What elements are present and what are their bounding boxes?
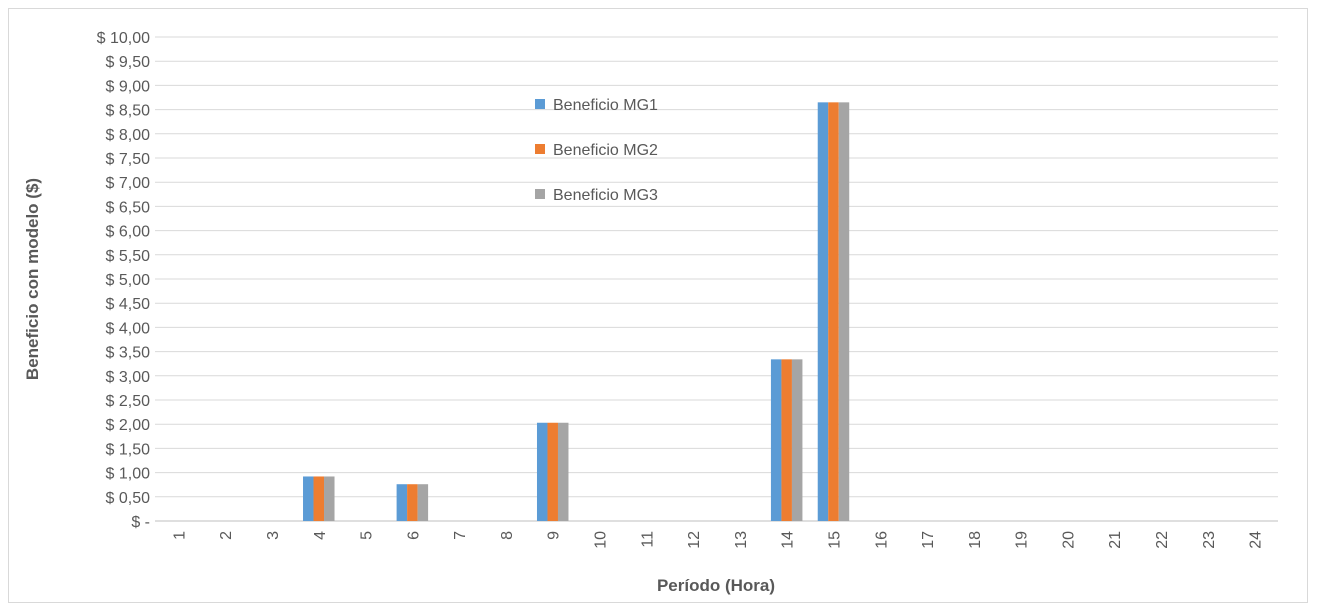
x-tick-label: 7 (452, 531, 469, 540)
x-tick-label: 14 (780, 531, 797, 549)
y-tick-label: $ 9,50 (106, 54, 151, 71)
x-tick-label: 6 (405, 531, 422, 540)
y-tick-label: $ 3,50 (106, 345, 151, 362)
x-tick-label: 16 (873, 531, 890, 549)
x-tick-label: 13 (733, 531, 750, 549)
legend-swatch (535, 144, 545, 154)
x-tick-label: 21 (1107, 531, 1124, 549)
legend-swatch (535, 99, 545, 109)
x-tick-label: 23 (1201, 531, 1218, 549)
x-tick-label: 5 (359, 531, 376, 540)
x-axis-title: Período (Hora) (657, 576, 775, 595)
legend-label: Beneficio MG3 (553, 187, 658, 204)
x-tick-label: 22 (1154, 531, 1171, 549)
legend-swatch (535, 189, 545, 199)
x-tick-label: 4 (312, 531, 329, 540)
y-tick-label: $ - (131, 514, 150, 531)
bar-beneficio-mg2-period-15 (828, 102, 839, 521)
legend-label: Beneficio MG1 (553, 97, 658, 114)
bar-beneficio-mg1-period-9 (536, 422, 548, 521)
bar-beneficio-mg1-period-6 (396, 484, 408, 521)
x-tick-label: 19 (1014, 531, 1031, 549)
x-tick-label: 8 (499, 531, 516, 540)
y-tick-label: $ 10,00 (97, 30, 150, 47)
bar-beneficio-mg2-period-4 (313, 476, 325, 521)
y-tick-label: $ 7,00 (106, 175, 151, 192)
y-tick-label: $ 4,00 (106, 320, 151, 337)
bar-beneficio-mg1-period-14 (770, 359, 782, 521)
y-tick-label: $ 2,00 (106, 417, 151, 434)
x-tick-label: 18 (967, 531, 984, 549)
y-tick-label: $ 6,00 (106, 224, 151, 241)
bars (303, 102, 850, 521)
gridlines (155, 36, 1278, 522)
bar-beneficio-mg3-period-4 (324, 476, 335, 521)
legend: Beneficio MG1 Beneficio MG2 Beneficio MG3 (535, 97, 658, 204)
bar-beneficio-mg2-period-6 (407, 484, 418, 521)
y-tick-label: $ 9,00 (106, 78, 151, 95)
y-tick-label: $ 2,50 (106, 393, 151, 410)
x-tick-label: 12 (686, 531, 703, 549)
y-tick-label: $ 3,00 (106, 369, 151, 386)
x-tick-label: 17 (920, 531, 937, 549)
x-tick-label: 20 (1060, 531, 1077, 549)
x-tick-label: 10 (593, 531, 610, 549)
x-tick-label: 15 (826, 531, 843, 549)
bar-beneficio-mg2-period-14 (781, 359, 792, 521)
x-tick-label: 24 (1248, 531, 1265, 549)
x-tick-label: 1 (171, 531, 188, 540)
y-tick-label: $ 1,50 (106, 441, 151, 458)
x-tick-label: 2 (218, 531, 235, 540)
y-tick-label: $ 4,50 (106, 296, 151, 313)
y-tick-label: $ 5,50 (106, 248, 151, 265)
bar-beneficio-mg3-period-9 (557, 422, 569, 521)
x-tick-label: 9 (546, 531, 563, 540)
y-tick-label: $ 8,00 (106, 127, 151, 144)
x-tick-label: 3 (265, 531, 282, 540)
y-tick-label: $ 0,50 (106, 490, 151, 507)
bar-beneficio-mg2-period-9 (547, 422, 558, 521)
bar-beneficio-mg1-period-4 (303, 476, 314, 521)
bar-beneficio-mg3-period-14 (791, 359, 803, 521)
y-tick-label: $ 7,50 (106, 151, 151, 168)
bar-beneficio-mg1-period-15 (817, 102, 829, 521)
chart-frame (8, 8, 1308, 603)
y-axis-tick-labels: $ - $ 0,50 $ 1,00 $ 1,50 $ 2,00 $ 2,50 $ 3,00 $… (97, 30, 150, 531)
y-axis-title: Beneficio con modelo ($) (23, 178, 42, 380)
bar-beneficio-mg3-period-6 (417, 484, 429, 521)
x-tick-label: 11 (639, 531, 656, 548)
y-tick-label: $ 1,00 (106, 466, 151, 483)
legend-label: Beneficio MG2 (553, 142, 658, 159)
y-tick-label: $ 6,50 (106, 199, 151, 216)
y-tick-label: $ 8,50 (106, 103, 151, 120)
bar-beneficio-mg3-period-15 (838, 102, 850, 521)
y-tick-label: $ 5,00 (106, 272, 151, 289)
x-axis-tick-labels: 1 2 3 4 5 6 7 8 9 10 11 12 13 14 15 16 17 18 19 20 21 22 23 24 (171, 531, 1264, 549)
